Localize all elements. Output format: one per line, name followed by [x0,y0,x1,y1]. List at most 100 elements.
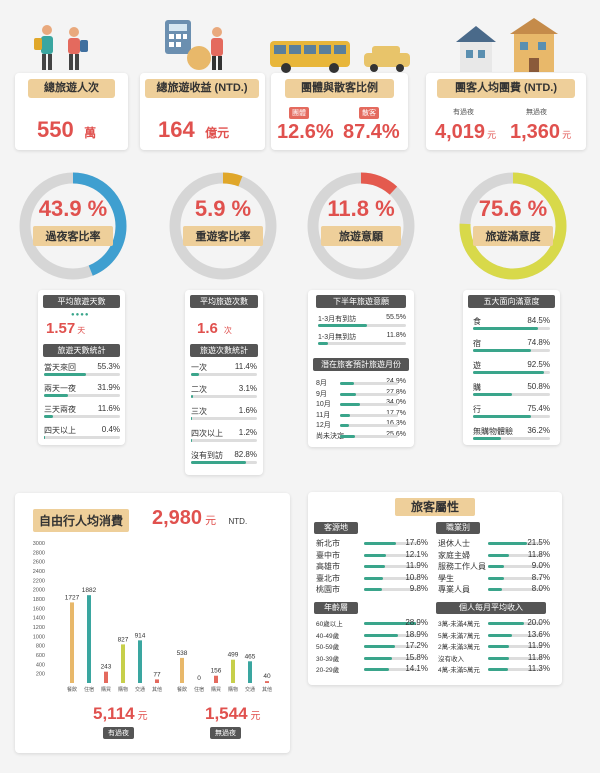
profile-row-label: 60歲以上 [316,621,343,628]
stat-row-label: 11月 [316,411,331,419]
profile-row-label: 退休人士 [438,539,470,548]
profile-row-label: 臺中市 [316,550,340,560]
stat-row-fill [473,349,531,352]
profile-row-value: 8.0% [531,584,550,593]
profile-row-label: 3萬-未滿4萬元 [438,621,480,628]
stat-row-bar [473,415,550,418]
ring-value: 75.6 % [478,196,548,221]
profile-row-value: 11.9% [527,641,550,650]
bar-value-label: 1882 [82,587,97,594]
spending-bar-chart: 2004006008001000120014001600180020002200… [33,541,272,693]
stat-row-value: 25.6% [360,431,406,438]
profile-row-fill [488,576,504,580]
stat-row-fill [473,393,513,396]
group-ratio-card: 團體與散客比例 團體 散客 12.6% 87.4% [271,73,408,150]
y-tick-label: 200 [36,672,45,678]
travel-intent-card: 下半年旅遊意願 1-3月有到訪 55.5% 1-3月無到訪 11.8% 潛在旅客預計旅… [308,290,414,447]
profile-row-value: 20.0% [527,618,550,627]
overnight-total-unit: 元 [137,711,148,722]
profile-block-title: 年齡層 [314,602,358,614]
profile-block-title: 客源地 [314,522,358,534]
category-label: 購買 [101,686,111,693]
stat-row-bar [473,327,550,330]
ring-svg [307,172,415,280]
chart-bar [70,602,74,683]
group-value: 12.6% [277,121,334,143]
stat-row-value: 1.2% [238,428,257,437]
stat-row-label: 一次 [191,363,207,372]
stat-row-bar [191,395,257,398]
profile-row-bar [364,542,418,545]
stat-row-bar [44,436,120,439]
spending-title: 自由行人均消費 [33,509,130,532]
indiv-value: 87.4% [343,121,400,143]
stat-row-label: 無購物體驗 [473,427,513,436]
spending-total: 2,980 [152,507,203,529]
stay-stats-title: 旅遊天數統計 [43,344,120,357]
stat-row-value: 27.8% [360,389,406,396]
profile-row-label: 5萬-未滿7萬元 [438,632,480,640]
profile-row-value: 9.0% [531,561,550,570]
profile-row-value: 11.8% [527,652,550,662]
stat-row-label: 8月 [316,380,327,387]
stat-row-fill [318,324,367,327]
profile-row-bar [364,622,418,625]
total-revenue-value: 164 [158,117,195,142]
houses-illustration [450,18,565,74]
intent-title: 下半年旅遊意願 [316,295,406,308]
chart-bar [121,644,125,683]
total-revenue-label: 總旅遊收益 (NTD.) [145,79,259,98]
overnight-cost-value: 4,019 [435,121,486,143]
stat-row-value: 31.9% [97,383,120,392]
profile-row-label: 桃園市 [316,585,340,594]
category-label: 住宿 [194,686,204,693]
category-label: 購物 [228,686,238,693]
profile-row-value: 12.1% [405,549,428,559]
stat-row-label: 購 [473,383,481,392]
stat-row-fill [191,417,193,420]
profile-row-bar [488,588,542,591]
total-visitors-value: 550 [37,117,74,142]
stat-row-label: 10月 [316,401,331,408]
stat-row-fill [318,342,329,345]
ring-svg [19,172,127,280]
category-label: 餐飲 [177,686,187,693]
ring-label: 重遊客比率 [183,226,263,246]
profile-row-label: 臺北市 [316,573,340,583]
profile-row-fill [364,588,382,591]
category-label: 購物 [118,686,128,693]
spending-card: 自由行人均消費 2,980 元 NTD. 200 400 600 800 1000 1200… [15,493,290,753]
stat-row-bar [340,382,398,385]
profile-row-fill [364,622,417,625]
stat-row-label: 尚未決定 [316,432,344,440]
profile-row-label: 專業人員 [438,585,470,594]
profile-row-fill [488,588,503,591]
stat-row-value: 50.8% [527,382,550,391]
stat-row-bar [340,434,398,438]
stat-row-value: 74.8% [527,338,550,347]
y-tick-label: 1400 [33,616,45,622]
stat-row-bar [473,349,550,352]
category-label: 交通 [245,686,255,693]
chart-bar [155,679,159,683]
profile-row-value: 11.8% [527,549,550,559]
stat-row-label: 四天以上 [44,426,76,435]
stat-row-value: 55.3% [97,362,120,371]
stat-row-label: 食 [473,317,481,326]
profile-row-label: 2萬-未滿3萬元 [438,644,480,651]
y-tick-label: 2800 [33,550,45,556]
stat-row-label: 四次以上 [191,429,223,438]
profile-row-value: 28.9% [405,618,428,627]
y-tick-label: 2400 [33,569,45,575]
travelers-illustration [22,22,102,72]
stat-row-bar [340,403,398,406]
profile-row-label: 新北市 [316,539,340,548]
stat-row-fill [473,437,501,440]
profile-row-bar [364,645,418,648]
profile-row-value: 9.8% [409,584,428,593]
stat-row-value: 36.2% [527,426,550,435]
profile-row-label: 服務工作人員 [438,562,486,571]
chart-bar [138,640,142,683]
y-tick-label: 2200 [33,578,45,584]
spending-total-unit: 元 [205,515,217,527]
